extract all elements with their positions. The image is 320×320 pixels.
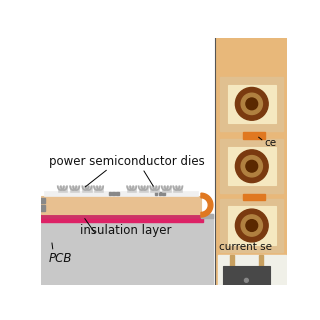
Circle shape — [236, 87, 268, 120]
Bar — [230, 255, 234, 266]
Text: power semiconductor dies: power semiconductor dies — [49, 155, 205, 168]
Bar — [218, 255, 286, 285]
Bar — [70, 186, 79, 192]
Bar — [162, 186, 171, 192]
Bar — [201, 214, 212, 285]
Bar — [216, 38, 287, 285]
Bar — [139, 186, 148, 192]
Bar — [41, 223, 209, 285]
Circle shape — [241, 93, 262, 115]
Circle shape — [246, 220, 258, 231]
Bar — [228, 84, 276, 123]
Circle shape — [241, 156, 262, 177]
Bar — [201, 214, 212, 218]
Bar — [116, 192, 119, 196]
Bar — [220, 198, 283, 252]
Circle shape — [246, 160, 258, 172]
Bar — [41, 214, 203, 219]
Text: ce: ce — [265, 138, 277, 148]
Bar — [220, 77, 283, 131]
Bar — [58, 186, 67, 192]
Polygon shape — [201, 193, 213, 217]
Bar — [243, 132, 265, 139]
Circle shape — [246, 98, 258, 110]
Bar — [222, 266, 270, 288]
Bar — [108, 192, 111, 196]
Bar — [228, 206, 276, 245]
Circle shape — [236, 150, 268, 183]
Bar — [41, 219, 203, 222]
Bar — [163, 192, 165, 196]
Bar — [173, 186, 182, 192]
Bar — [44, 191, 198, 196]
Circle shape — [236, 209, 268, 242]
Text: current se: current se — [219, 243, 272, 252]
Bar — [155, 192, 157, 196]
Bar — [41, 38, 212, 285]
Bar — [127, 186, 136, 192]
Bar — [229, 288, 234, 297]
Text: PCB: PCB — [49, 252, 72, 266]
Bar — [254, 288, 259, 297]
Bar — [259, 255, 262, 266]
Bar — [82, 186, 92, 192]
Bar — [112, 192, 115, 196]
Bar — [39, 198, 45, 203]
Circle shape — [241, 215, 262, 236]
Bar — [150, 186, 159, 192]
Circle shape — [244, 278, 248, 282]
Text: insulation layer: insulation layer — [80, 224, 171, 237]
Bar — [94, 186, 103, 192]
Bar — [228, 147, 276, 186]
Bar — [220, 139, 283, 193]
Bar — [159, 192, 161, 196]
Bar — [41, 196, 201, 214]
Bar — [39, 205, 45, 211]
Bar — [243, 194, 265, 200]
Bar — [242, 288, 246, 297]
